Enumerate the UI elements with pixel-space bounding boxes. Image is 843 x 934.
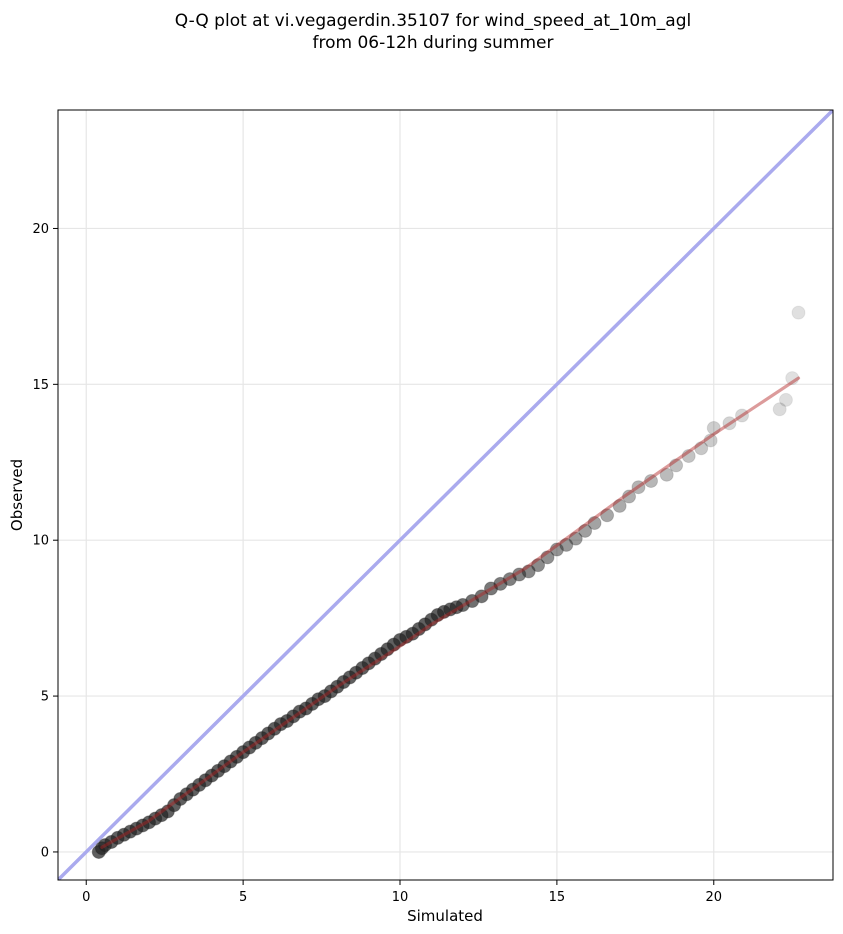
quantile-point: [778, 392, 793, 407]
reference-line-layer: [58, 110, 833, 880]
x-tick-label-1: 5: [239, 890, 247, 905]
fit-line-layer: [100, 376, 801, 849]
quantile-point: [791, 305, 806, 320]
quantile-point: [703, 433, 718, 448]
y-tick-label-0: 0: [41, 845, 49, 860]
quantile-point: [612, 498, 627, 513]
x-tick-label-2: 10: [392, 890, 409, 905]
chart-title-line-1: Q-Q plot at vi.vegagerdin.35107 for wind…: [175, 11, 691, 31]
y-axis-ticks: 0 5 10 15 20: [32, 222, 58, 860]
quantile-point: [531, 558, 546, 573]
quantile-point: [587, 516, 602, 531]
quantile-point: [785, 371, 800, 386]
quantile-point: [772, 402, 787, 417]
quantile-points-layer: [91, 305, 806, 859]
chart-title-line-2: from 06-12h during summer: [313, 33, 554, 53]
quantile-point: [578, 523, 593, 538]
quantile-point: [706, 420, 721, 435]
identity-reference-line: [58, 110, 833, 880]
x-axis-label: Simulated: [407, 907, 483, 925]
y-tick-label-1: 5: [41, 690, 49, 705]
x-axis-ticks: 0 5 10 15 20: [82, 880, 722, 905]
quantile-point: [722, 416, 737, 431]
quantile-point: [735, 408, 750, 423]
quantile-point: [559, 537, 574, 552]
y-axis-label: Observed: [8, 459, 26, 531]
x-tick-label-3: 15: [549, 890, 566, 905]
quantile-point: [521, 564, 536, 579]
regression-fit-line: [100, 376, 801, 849]
quantile-point: [549, 542, 564, 557]
quantile-point: [622, 489, 637, 504]
quantile-point: [659, 467, 674, 482]
quantile-point: [474, 589, 489, 604]
y-tick-label-2: 10: [32, 534, 49, 549]
x-tick-label-0: 0: [82, 890, 90, 905]
quantile-point: [669, 458, 684, 473]
quantile-point: [631, 480, 646, 495]
quantile-point: [694, 441, 709, 456]
y-tick-label-3: 15: [32, 378, 49, 393]
quantile-point: [644, 473, 659, 488]
plot-area-frame: [57, 109, 834, 881]
gridlines: [58, 110, 833, 880]
y-tick-label-4: 20: [32, 222, 49, 237]
quantile-point: [600, 508, 615, 523]
quantile-point: [568, 531, 583, 546]
x-tick-label-4: 20: [705, 890, 722, 905]
quantile-point: [540, 550, 555, 565]
quantile-point: [681, 449, 696, 464]
